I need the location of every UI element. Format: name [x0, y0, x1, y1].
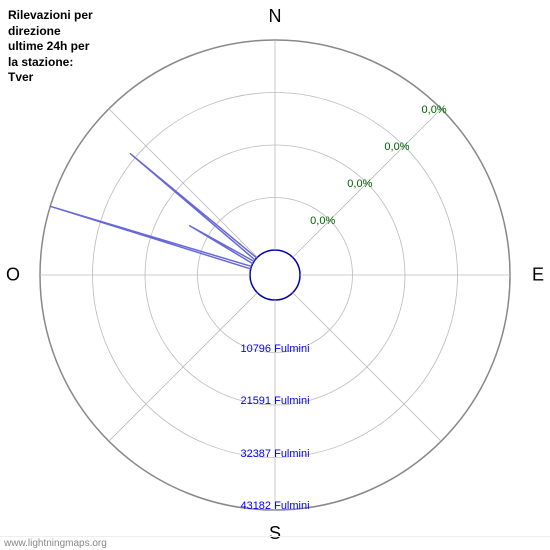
percent-label-ring-2: 0,0% — [347, 178, 372, 190]
count-label-ring-1: 10796 Fulmini — [240, 343, 309, 355]
footer-attribution: www.lightningmaps.org — [0, 536, 550, 550]
percent-label-ring-3: 0,0% — [384, 141, 409, 153]
percent-label-ring-4: 0,0% — [422, 104, 447, 116]
cardinal-east: E — [532, 265, 544, 286]
polar-chart-container: { "title_lines": ["Rilevazioni per", "di… — [0, 0, 550, 550]
cardinal-west: O — [6, 265, 20, 286]
cardinal-north: N — [269, 6, 282, 27]
percent-label-ring-1: 0,0% — [310, 215, 335, 227]
count-label-ring-3: 32387 Fulmini — [240, 448, 309, 460]
count-label-ring-2: 21591 Fulmini — [240, 395, 309, 407]
count-label-ring-4: 43182 Fulmini — [240, 500, 309, 512]
chart-title: Rilevazioni perdirezioneultime 24h perla… — [8, 8, 93, 86]
